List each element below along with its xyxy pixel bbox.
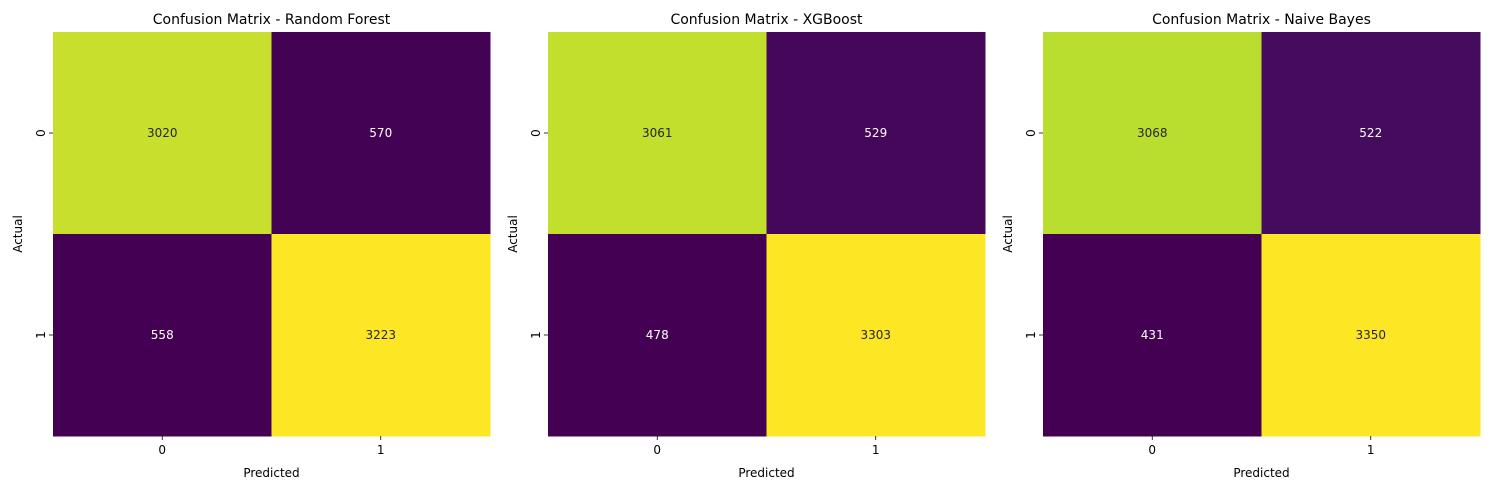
heatmap-cell	[1043, 32, 1262, 235]
cell-value-label: 570	[369, 126, 392, 140]
y-tick-label: 1	[34, 331, 48, 339]
cell-value-label: 522	[1359, 126, 1382, 140]
chart-title: Confusion Matrix - Random Forest	[153, 12, 391, 28]
y-tick-label: 0	[529, 129, 543, 137]
y-axis-label: Actual	[11, 215, 25, 253]
x-axis-label: Predicted	[243, 466, 299, 480]
cell-value-label: 3303	[860, 328, 891, 342]
heatmap-cell	[766, 234, 986, 437]
cell-value-label: 3061	[642, 126, 673, 140]
y-tick-label: 1	[529, 331, 543, 339]
heatmap-cell	[53, 32, 272, 235]
x-tick-label: 1	[1367, 443, 1375, 457]
x-tick-label: 0	[1148, 443, 1156, 457]
cell-value-label: 529	[864, 126, 887, 140]
cell-value-label: 478	[646, 328, 669, 342]
chart-title: Confusion Matrix - XGBoost	[670, 12, 863, 28]
cell-value-label: 431	[1141, 328, 1164, 342]
chart-title: Confusion Matrix - Naive Bayes	[1152, 12, 1371, 28]
cell-value-label: 3223	[365, 328, 396, 342]
cell-value-label: 558	[151, 328, 174, 342]
x-tick-label: 1	[377, 443, 385, 457]
heatmap-cell	[271, 234, 491, 437]
x-tick-label: 0	[653, 443, 661, 457]
x-axis-label: Predicted	[1233, 466, 1289, 480]
cell-value-label: 3068	[1137, 126, 1168, 140]
x-tick-label: 1	[872, 443, 880, 457]
heatmap-cell	[271, 32, 491, 235]
heatmap-cell	[1261, 234, 1481, 437]
x-tick-label: 0	[158, 443, 166, 457]
cell-value-label: 3350	[1355, 328, 1386, 342]
heatmap-cell	[766, 32, 986, 235]
y-axis-label: Actual	[1001, 215, 1015, 253]
heatmap-cell	[53, 234, 272, 437]
y-axis-label: Actual	[506, 215, 520, 253]
y-tick-label: 0	[1024, 129, 1038, 137]
heatmap-cell	[1261, 32, 1481, 235]
y-tick-label: 1	[1024, 331, 1038, 339]
x-axis-label: Predicted	[738, 466, 794, 480]
heatmap-cell	[548, 234, 767, 437]
heatmap-cell	[548, 32, 767, 235]
y-tick-label: 0	[34, 129, 48, 137]
cell-value-label: 3020	[147, 126, 178, 140]
heatmap-cell	[1043, 234, 1262, 437]
